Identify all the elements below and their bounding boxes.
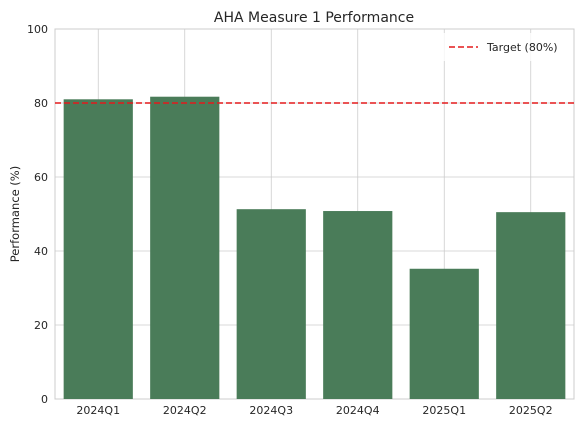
bar-2025Q1 bbox=[409, 268, 479, 399]
y-tick-label: 40 bbox=[34, 245, 48, 258]
bar-2024Q1 bbox=[63, 99, 133, 400]
y-tick-label: 0 bbox=[41, 393, 48, 406]
x-tick-label: 2024Q4 bbox=[336, 404, 380, 417]
y-axis-ticks: 0 20 40 60 80 100 bbox=[27, 23, 48, 406]
x-tick-label: 2024Q3 bbox=[249, 404, 293, 417]
x-tick-label: 2025Q1 bbox=[422, 404, 466, 417]
bar-2024Q3 bbox=[236, 209, 306, 399]
y-tick-label: 100 bbox=[27, 23, 48, 36]
legend: Target (80%) bbox=[443, 33, 569, 61]
chart-title: AHA Measure 1 Performance bbox=[214, 10, 414, 26]
y-tick-label: 60 bbox=[34, 171, 48, 184]
plot-area bbox=[54, 28, 575, 400]
y-tick-label: 80 bbox=[34, 97, 48, 110]
x-tick-label: 2024Q2 bbox=[163, 404, 207, 417]
x-tick-label: 2025Q2 bbox=[509, 404, 553, 417]
bar-2024Q4 bbox=[323, 211, 393, 399]
x-axis-ticks: 2024Q1 2024Q2 2024Q3 2024Q4 2025Q1 2025Q2 bbox=[76, 404, 552, 417]
bar-2024Q2 bbox=[150, 96, 220, 400]
y-tick-label: 20 bbox=[34, 319, 48, 332]
bar-2025Q2 bbox=[496, 212, 566, 399]
x-tick-label: 2024Q1 bbox=[76, 404, 120, 417]
bars bbox=[63, 96, 566, 400]
legend-target-label: Target (80%) bbox=[486, 41, 558, 54]
y-axis-label: Performance (%) bbox=[8, 166, 22, 262]
